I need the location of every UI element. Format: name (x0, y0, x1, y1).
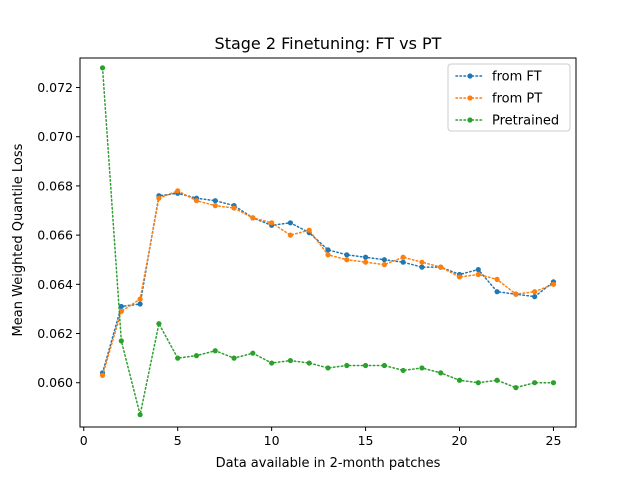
x-tick-label: 20 (452, 433, 468, 448)
legend-label: Pretrained (492, 114, 559, 129)
data-point (494, 377, 500, 383)
data-point (550, 380, 557, 386)
data-point (344, 257, 350, 263)
data-point (193, 353, 200, 359)
data-point (456, 274, 463, 280)
data-point (344, 362, 350, 369)
data-point (494, 276, 500, 282)
data-point (419, 259, 425, 265)
data-point (532, 380, 538, 386)
data-point (438, 264, 444, 270)
data-point (456, 377, 463, 383)
data-point (475, 271, 481, 278)
data-point (250, 350, 256, 356)
data-point (362, 259, 369, 265)
data-point (156, 195, 162, 201)
data-point (156, 321, 162, 327)
y-tick-label: 0.062 (37, 326, 73, 341)
legend-label: from FT (492, 70, 542, 85)
data-point (381, 362, 387, 369)
x-tick-label: 5 (174, 433, 182, 448)
legend-marker (467, 117, 473, 123)
legend-box (447, 63, 571, 132)
x-tick-label: 15 (358, 433, 374, 448)
data-point (325, 247, 331, 253)
legend: from FT from PT Pretrained (447, 63, 571, 132)
legend-label: from PT (492, 92, 542, 107)
data-point (175, 355, 181, 361)
x-axis-label: Data available in 2-month patches (216, 456, 441, 471)
series-line-0 (101, 192, 555, 374)
data-point (269, 220, 275, 226)
y-tick-label: 0.070 (37, 129, 73, 144)
data-point (137, 301, 143, 307)
legend-marker (467, 95, 473, 101)
data-point (362, 362, 369, 369)
data-point (212, 203, 218, 209)
y-tick-label: 0.072 (37, 80, 73, 95)
data-point (513, 291, 519, 297)
data-point (438, 370, 444, 376)
data-point (99, 372, 106, 378)
data-point (137, 296, 143, 302)
data-point (231, 205, 237, 211)
data-point (325, 365, 331, 371)
x-tick-label: 25 (546, 433, 562, 448)
x-tick-label: 10 (264, 433, 280, 448)
data-point (400, 367, 406, 374)
data-point (400, 254, 406, 260)
data-point (212, 198, 218, 204)
data-point (137, 412, 143, 418)
y-tick-label: 0.066 (37, 228, 73, 243)
data-point (231, 355, 237, 361)
data-point (532, 289, 538, 295)
data-point (381, 257, 387, 263)
data-point (287, 220, 294, 226)
series-line-1 (101, 190, 555, 377)
data-point (325, 252, 331, 258)
data-point (513, 385, 519, 391)
data-point (212, 348, 218, 354)
data-point (419, 365, 425, 371)
y-tick-label: 0.068 (37, 178, 73, 193)
data-point (287, 357, 294, 364)
data-point (306, 360, 312, 366)
data-point (400, 259, 406, 265)
data-point (287, 232, 294, 238)
data-point (344, 252, 350, 258)
data-point (419, 264, 425, 270)
data-point (269, 360, 275, 366)
data-point (193, 198, 200, 204)
axes-frame (79, 57, 577, 428)
data-point (381, 262, 387, 268)
data-point (494, 289, 500, 295)
data-point (550, 281, 557, 287)
data-point (475, 266, 481, 273)
data-point (99, 65, 106, 71)
data-point (175, 188, 181, 194)
x-tick-label: 0 (80, 433, 88, 448)
y-tick-label: 0.060 (37, 375, 73, 390)
data-point (532, 294, 538, 300)
legend-marker (467, 73, 473, 79)
data-point (362, 254, 369, 260)
y-tick-label: 0.064 (37, 277, 73, 292)
plot-area: 0 5 10 15 20 25 0.060 0.062 0.064 0.066 0.068 0.070… (37, 57, 577, 448)
data-point (118, 303, 124, 310)
data-point (306, 227, 312, 233)
data-point (250, 215, 256, 221)
data-point (118, 338, 124, 344)
chart-title: Stage 2 Finetuning: FT vs PT (215, 34, 442, 53)
data-point (475, 380, 481, 386)
y-axis-label: Mean Weighted Quantile Loss (11, 143, 26, 336)
